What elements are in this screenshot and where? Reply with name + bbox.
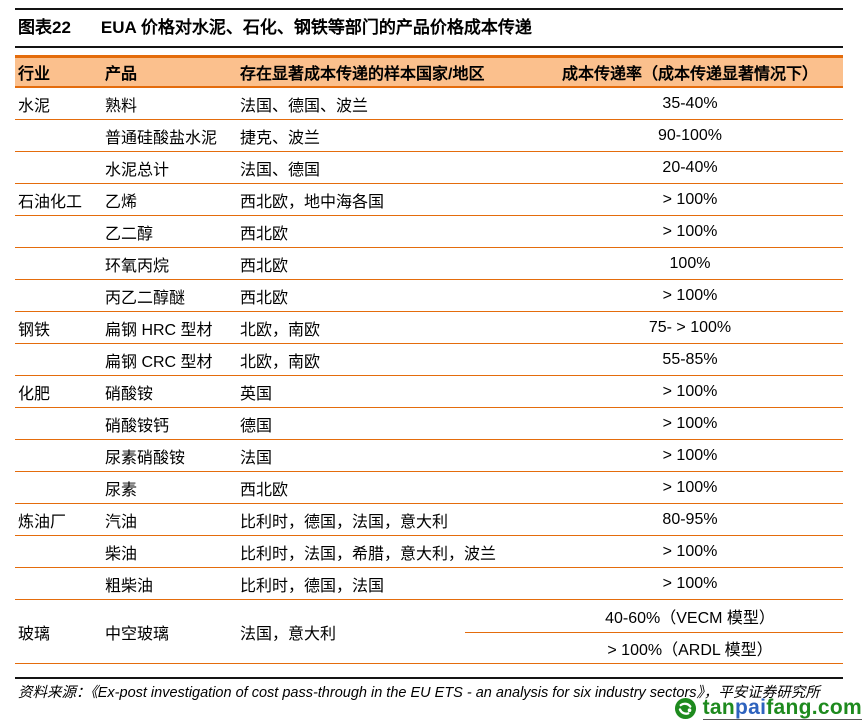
cost-passthrough-table: 行业 产品 存在显著成本传递的样本国家/地区 成本传递率（成本传递显著情况下） …: [15, 55, 843, 664]
table-bottom-rule: [15, 677, 843, 679]
rate-cell: 35-40%: [662, 94, 718, 112]
table-row: 粗柴油 比利时，德国，法国 > 100%: [15, 568, 843, 600]
product-cell: 普通硅酸盐水泥: [105, 129, 218, 147]
product-cell: 粗柴油: [105, 577, 154, 595]
regions-cell: 比利时，法国，希腊，意大利，波兰: [240, 545, 497, 563]
rate-cell: 90-100%: [657, 126, 723, 144]
product-cell: 硝酸铵钙: [105, 417, 170, 435]
table-row: 钢铁 扁钢 HRC 型材 北欧，南欧 75- > 100%: [15, 312, 843, 344]
rate-sub-cell: 40-60%（VECM 模型）: [605, 609, 775, 627]
rate-cell: 75- > 100%: [648, 318, 732, 336]
product-cell: 柴油: [105, 545, 138, 563]
regions-cell: 法国，意大利: [240, 625, 337, 643]
table-row: 玻璃 中空玻璃 法国，意大利 40-60%（VECM 模型） > 100%（ARD…: [15, 600, 843, 664]
industry-cell: 钢铁: [18, 321, 51, 339]
product-cell: 乙烯: [105, 193, 138, 211]
figure-title: EUA 价格对水泥、石化、钢铁等部门的产品价格成本传递: [100, 18, 532, 37]
table-row: 尿素硝酸铵 法国 > 100%: [15, 440, 843, 472]
rate-cell: > 100%: [662, 414, 718, 432]
rate-cell: 40-60%（VECM 模型） > 100%（ARDL 模型）: [465, 600, 843, 663]
rate-cell: 80-95%: [662, 510, 718, 528]
watermark-segment: tan: [702, 696, 735, 719]
rate-cell: 20-40%: [662, 158, 718, 176]
product-cell: 熟料: [105, 97, 138, 115]
rate-cell: 55-85%: [662, 350, 718, 368]
rate-cell: > 100%: [662, 190, 718, 208]
figure-label: 图表22: [18, 18, 71, 37]
regions-cell: 捷克、波兰: [240, 129, 321, 147]
figure-title-row: 图表22 EUA 价格对水泥、石化、钢铁等部门的产品价格成本传递: [0, 10, 866, 46]
product-cell: 乙二醇: [105, 225, 154, 243]
table-row: 化肥 硝酸铵 英国 > 100%: [15, 376, 843, 408]
site-watermark[interactable]: tanpaifang.com: [674, 696, 862, 720]
rate-cell: > 100%: [662, 446, 718, 464]
table-row: 水泥 熟料 法国、德国、波兰 35-40%: [15, 88, 843, 120]
col-header-rate: 成本传递率（成本传递显著情况下）: [561, 66, 818, 83]
rate-cell: 100%: [669, 254, 711, 272]
col-header-product: 产品: [105, 66, 138, 83]
product-cell: 水泥总计: [105, 161, 170, 179]
rate-cell: > 100%: [662, 574, 718, 592]
product-cell: 尿素: [105, 481, 138, 499]
watermark-text: tanpaifang.com: [702, 696, 862, 720]
product-cell: 扁钢 HRC 型材: [105, 321, 213, 339]
table-row: 扁钢 CRC 型材 北欧，南欧 55-85%: [15, 344, 843, 376]
regions-cell: 德国: [240, 417, 273, 435]
col-header-regions: 存在显著成本传递的样本国家/地区: [240, 66, 485, 83]
product-cell: 汽油: [105, 513, 138, 531]
col-header-industry: 行业: [18, 66, 51, 83]
rate-sub-cell: > 100%（ARDL 模型）: [465, 631, 843, 664]
table-row: 石油化工 乙烯 西北欧，地中海各国 > 100%: [15, 184, 843, 216]
table-header-row: 行业 产品 存在显著成本传递的样本国家/地区 成本传递率（成本传递显著情况下）: [15, 55, 843, 88]
product-cell: 硝酸铵: [105, 385, 154, 403]
watermark-segment: pai: [735, 696, 767, 719]
rate-cell: > 100%: [662, 478, 718, 496]
product-cell: 尿素硝酸铵: [105, 449, 186, 467]
rate-cell: > 100%: [662, 286, 718, 304]
regions-cell: 北欧，南欧: [240, 321, 321, 339]
product-cell: 丙乙二醇醚: [105, 289, 186, 307]
regions-cell: 西北欧: [240, 225, 289, 243]
regions-cell: 法国、德国、波兰: [240, 97, 369, 115]
top-rule: [15, 8, 843, 10]
rate-cell: > 100%: [662, 542, 718, 560]
product-cell: 环氧丙烷: [105, 257, 170, 275]
table-row: 环氧丙烷 西北欧 100%: [15, 248, 843, 280]
industry-cell: 玻璃: [18, 625, 51, 643]
tanpaifang-logo-icon: [674, 697, 696, 719]
regions-cell: 比利时，德国，法国: [240, 577, 385, 595]
industry-cell: 水泥: [18, 97, 51, 115]
table-row: 丙乙二醇醚 西北欧 > 100%: [15, 280, 843, 312]
industry-cell: 石油化工: [18, 193, 83, 211]
regions-cell: 比利时，德国，法国，意大利: [240, 513, 449, 531]
table-row: 普通硅酸盐水泥 捷克、波兰 90-100%: [15, 120, 843, 152]
regions-cell: 法国、德国: [240, 161, 321, 179]
table-row: 硝酸铵钙 德国 > 100%: [15, 408, 843, 440]
title-underline-rule: [15, 46, 843, 48]
regions-cell: 英国: [240, 385, 273, 403]
industry-cell: 炼油厂: [18, 513, 67, 531]
source-note: 资料来源：《Ex-post investigation of cost pass…: [18, 685, 820, 701]
watermark-segment: fang.com: [766, 696, 862, 719]
table-row: 炼油厂 汽油 比利时，德国，法国，意大利 80-95%: [15, 504, 843, 536]
industry-cell: 化肥: [18, 385, 51, 403]
product-cell: 扁钢 CRC 型材: [105, 353, 213, 371]
regions-cell: 西北欧: [240, 289, 289, 307]
product-cell: 中空玻璃: [105, 625, 170, 643]
table-body: 水泥 熟料 法国、德国、波兰 35-40% 普通硅酸盐水泥 捷克、波兰 90-1…: [15, 88, 843, 664]
regions-cell: 西北欧，地中海各国: [240, 193, 385, 211]
regions-cell: 北欧，南欧: [240, 353, 321, 371]
regions-cell: 西北欧: [240, 257, 289, 275]
table-row: 柴油 比利时，法国，希腊，意大利，波兰 > 100%: [15, 536, 843, 568]
regions-cell: 法国: [240, 449, 273, 467]
regions-cell: 西北欧: [240, 481, 289, 499]
table-row: 尿素 西北欧 > 100%: [15, 472, 843, 504]
rate-cell: > 100%: [662, 382, 718, 400]
table-row: 水泥总计 法国、德国 20-40%: [15, 152, 843, 184]
table-row: 乙二醇 西北欧 > 100%: [15, 216, 843, 248]
rate-cell: > 100%: [662, 222, 718, 240]
